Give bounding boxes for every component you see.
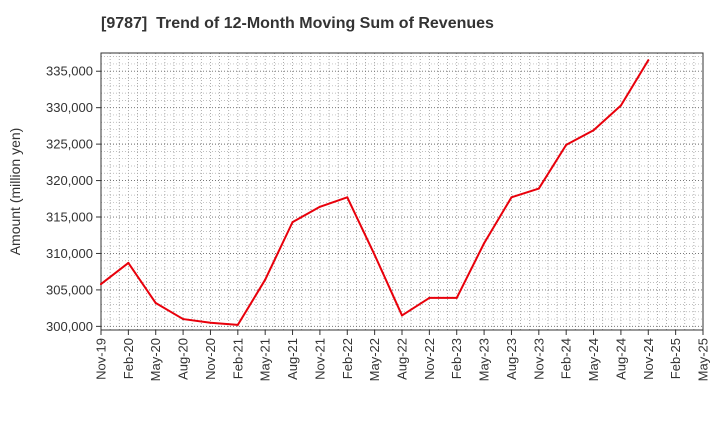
- y-axis-label: Amount (million yen): [7, 128, 23, 256]
- x-tick-label: Feb-22: [340, 338, 355, 379]
- data-point: [537, 187, 540, 190]
- x-tick-label: Nov-19: [94, 338, 109, 380]
- data-point: [291, 221, 294, 224]
- data-point: [182, 318, 185, 321]
- data-point: [209, 321, 212, 324]
- data-point: [100, 283, 102, 286]
- x-tick-label: May-25: [696, 338, 711, 381]
- data-point: [428, 296, 431, 299]
- data-point: [401, 314, 403, 317]
- data-point: [455, 296, 458, 299]
- x-tick-label: Feb-24: [559, 338, 574, 379]
- y-tick-label: 305,000: [46, 282, 93, 297]
- data-point: [647, 59, 650, 62]
- data-point: [373, 253, 376, 256]
- y-tick-label: 330,000: [46, 100, 93, 115]
- y-tick-label: 325,000: [46, 137, 93, 152]
- data-point: [592, 129, 595, 132]
- x-tick-label: May-21: [258, 338, 273, 381]
- chart-title: [9787] Trend of 12-Month Moving Sum of R…: [101, 15, 494, 32]
- x-tick-label: Feb-21: [230, 338, 245, 379]
- data-point: [510, 196, 513, 199]
- x-tick-label: Nov-21: [312, 338, 327, 380]
- x-tick-label: May-24: [586, 338, 601, 381]
- x-tick-label: Feb-25: [668, 338, 683, 379]
- x-tick-label: May-20: [148, 338, 163, 381]
- x-tick-label: Feb-20: [121, 338, 136, 379]
- data-point: [236, 323, 239, 326]
- data-point: [264, 278, 267, 281]
- data-point: [127, 261, 130, 264]
- y-tick-label: 315,000: [46, 210, 93, 225]
- x-tick-label: Nov-23: [531, 338, 546, 380]
- x-tick-label: Nov-20: [203, 338, 218, 380]
- data-point: [483, 242, 486, 245]
- data-point: [154, 302, 157, 305]
- x-tick-label: Aug-20: [176, 338, 191, 380]
- data-point: [318, 205, 321, 208]
- y-tick-label: 335,000: [46, 64, 93, 79]
- x-tick-label: Aug-22: [395, 338, 410, 380]
- data-point: [565, 143, 568, 146]
- x-tick-label: May-22: [367, 338, 382, 381]
- x-tick-label: Nov-22: [422, 338, 437, 380]
- y-tick-label: 310,000: [46, 246, 93, 261]
- y-tick-label: 300,000: [46, 319, 93, 334]
- x-tick-label: Aug-21: [285, 338, 300, 380]
- data-point: [619, 104, 622, 107]
- y-tick-label: 320,000: [46, 173, 93, 188]
- x-tick-label: Aug-24: [613, 338, 628, 380]
- x-tick-label: Feb-23: [449, 338, 464, 379]
- x-tick-label: May-23: [477, 338, 492, 381]
- x-tick-label: Aug-23: [504, 338, 519, 380]
- data-point: [346, 196, 349, 199]
- x-tick-label: Nov-24: [641, 338, 656, 380]
